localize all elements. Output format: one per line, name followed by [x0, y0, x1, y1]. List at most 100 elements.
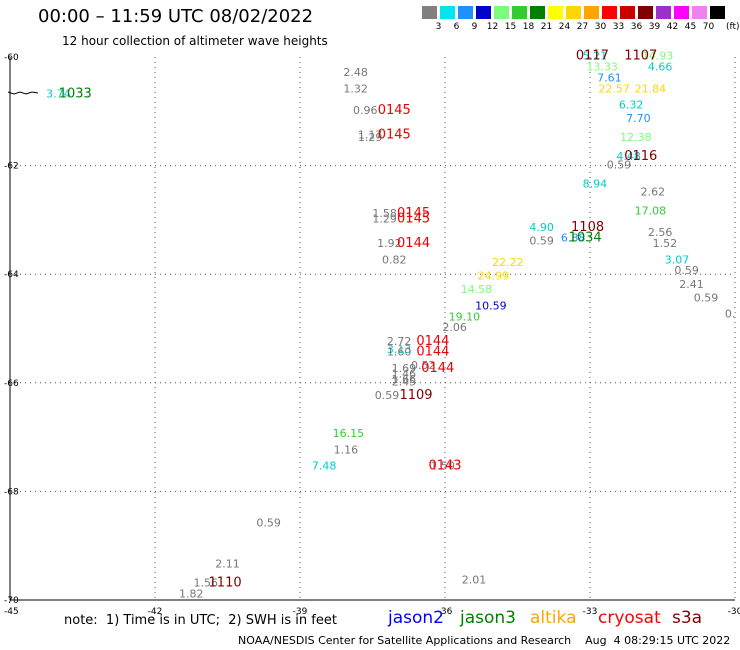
pass-time-label: 1108	[571, 220, 604, 235]
x-tick-label: -42	[148, 607, 163, 617]
pass-time-label: 0117	[576, 49, 609, 64]
wave-height-label: 0.59	[674, 264, 699, 277]
wave-height-label: 22.22	[492, 256, 524, 269]
legend-bin-label: 21	[540, 22, 553, 32]
wave-height-label: 0.59	[694, 291, 719, 304]
legend-bin-label: 70	[702, 22, 715, 32]
legend-bin-label: 9	[471, 22, 478, 32]
wave-height-label: 2.11	[215, 557, 240, 570]
wave-height-label: 1.56	[194, 576, 219, 589]
x-tick-label: -39	[293, 607, 308, 617]
legend-swatch	[656, 6, 671, 19]
legend-unit: (ft)	[726, 22, 740, 32]
pass-time-label: 0145	[378, 103, 411, 118]
wave-height-label: 1.82	[179, 587, 204, 600]
pass-time-label: 1109	[399, 388, 432, 403]
pass-time-label: 0144	[416, 345, 449, 360]
wave-height-label: 10.59	[475, 299, 507, 312]
wave-height-label: 0.52	[411, 359, 436, 372]
wave-height-label: 7.70	[626, 112, 651, 125]
wave-height-label: 13.33	[586, 61, 618, 74]
wave-height-label: 22.57	[598, 82, 630, 95]
wave-height-label: 3.74	[46, 88, 71, 101]
chart-title: 00:00 – 11:59 UTC 08/02/2022	[38, 6, 314, 27]
wave-height-label: 8.94	[583, 177, 608, 190]
wave-height-label: 2.62	[641, 185, 666, 198]
legend-swatch	[476, 6, 491, 19]
legend-bin-label: 42	[666, 22, 679, 32]
wave-height-label: 21.84	[635, 82, 667, 95]
wave-height-label: 2.41	[679, 278, 704, 291]
legend-bin-label: 3	[435, 22, 442, 32]
wave-height-label: 19.10	[449, 310, 481, 323]
wave-height-label: 16.15	[333, 427, 365, 440]
pass-time-label: 0145	[378, 127, 411, 142]
legend-swatch	[530, 6, 545, 19]
wave-height-label: 0.59	[256, 517, 281, 530]
legend-bin-label: 39	[648, 22, 661, 32]
legend-bin-label: 30	[594, 22, 607, 32]
wave-height-label: 17.08	[635, 204, 667, 217]
y-tick-label: -66	[4, 379, 19, 389]
legend-swatch	[710, 6, 725, 19]
legend-swatch	[548, 6, 563, 19]
wave-height-label: 2.45	[392, 376, 417, 389]
wave-height-label: 12.38	[620, 131, 652, 144]
wave-height-label: 24.99	[478, 270, 510, 283]
pass-time-label: 0144	[421, 361, 454, 376]
legend-bin-label: 15	[504, 22, 517, 32]
wave-height-label: 0.59	[529, 234, 554, 247]
legend-swatch	[620, 6, 635, 19]
wave-height-label: 0.59	[607, 158, 632, 171]
wave-height-label: 2.06	[442, 321, 467, 334]
credit-line: NOAA/NESDIS Center for Satellite Applica…	[238, 634, 731, 647]
wave-height-label: 3.13	[387, 343, 412, 356]
x-tick-label: -36	[438, 607, 453, 617]
mission-label: jason3	[460, 608, 516, 628]
pass-time-label: 1107	[624, 49, 657, 64]
wave-height-label: 1.58	[372, 207, 397, 220]
wave-height-label: 4.90	[529, 221, 554, 234]
wave-height-label: 0.59	[375, 389, 400, 402]
legend-swatch	[566, 6, 581, 19]
wave-height-label: 6.32	[619, 99, 644, 112]
wave-height-label: 1.29	[358, 131, 383, 144]
legend-swatch	[494, 6, 509, 19]
x-tick-label: -30	[728, 607, 740, 617]
wave-height-label: 1.17	[358, 128, 383, 141]
wave-height-label: 2.48	[343, 66, 368, 79]
wave-height-label: 0.	[725, 308, 736, 321]
legend-bin-label: 12	[486, 22, 499, 32]
legend-bin-label: 18	[522, 22, 535, 32]
y-tick-label: -68	[4, 487, 19, 497]
x-tick-label: -45	[4, 607, 19, 617]
pass-time-label: 0143	[428, 459, 461, 474]
mission-label: cryosat	[598, 608, 661, 628]
chart-subtitle: 12 hour collection of altimeter wave hei…	[62, 34, 328, 48]
wave-height-label: 1.16	[334, 443, 359, 456]
pass-time-label: 1110	[209, 575, 242, 590]
wave-height-label: 1.32	[343, 82, 368, 95]
legend-swatch	[584, 6, 599, 19]
y-tick-label: -62	[4, 162, 19, 172]
wave-height-label: 1.52	[653, 237, 678, 250]
legend-bin-label: 36	[630, 22, 643, 32]
wave-height-label: 7.48	[312, 460, 337, 473]
legend-swatch	[512, 6, 527, 19]
legend-bin-label: 45	[684, 22, 697, 32]
mission-label: jason2	[388, 608, 444, 628]
pass-time-label: 0145	[397, 212, 430, 227]
legend-swatch	[692, 6, 707, 19]
wave-height-label: 14.93	[642, 50, 674, 63]
wave-height-label: 6.88	[561, 232, 586, 245]
x-tick-label: -33	[583, 607, 598, 617]
wave-height-label: 1.60	[387, 346, 412, 359]
wave-height-label: 1.69	[392, 362, 417, 375]
legend-swatch	[440, 6, 455, 19]
legend-swatch	[422, 6, 437, 19]
wave-height-label: 4.48	[616, 150, 641, 163]
legend-bin-label: 27	[576, 22, 589, 32]
y-tick-label: -64	[4, 270, 19, 280]
wave-height-label: 0.96	[353, 104, 378, 117]
